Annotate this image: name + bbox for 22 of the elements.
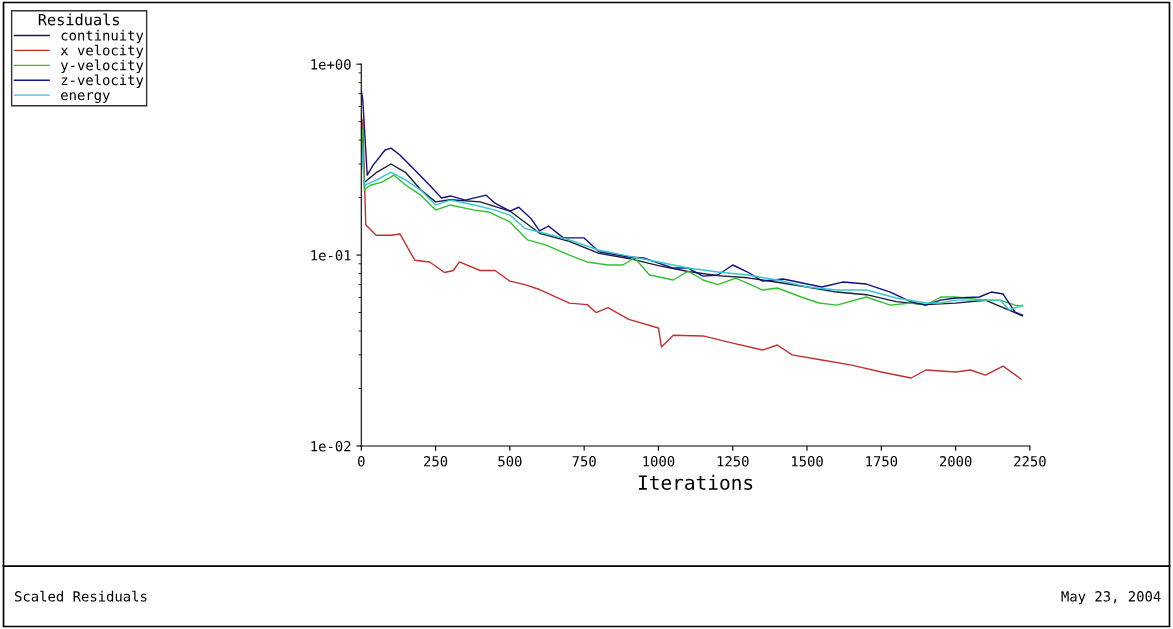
x-axis-title: Iterations — [638, 474, 753, 490]
text: Scaled Residuals — [15, 590, 147, 602]
legend-label: x velocity — [60, 44, 144, 59]
x-tick-label: 2000 — [939, 456, 972, 467]
x-tick-label: 250 — [424, 456, 448, 467]
legend-title: Residuals — [38, 13, 120, 26]
legend-label: y-velocity — [60, 59, 144, 74]
x-tick-label: 2250 — [1014, 456, 1046, 467]
y-tick-label: 1e-02 — [311, 440, 351, 452]
legend-label: continuity — [61, 29, 144, 44]
legend-label: z-velocity — [61, 74, 144, 88]
x-tick-label: 1500 — [791, 456, 823, 467]
x-tick-label: 1000 — [643, 456, 675, 467]
x-tick-label: 500 — [498, 456, 522, 467]
x-tick-label: 0 — [358, 456, 365, 467]
y-tick-label: 1e+00 — [311, 59, 351, 70]
text: May 23, 2004 — [1061, 591, 1161, 605]
x-tick-label: 1750 — [866, 456, 898, 467]
x-tick-label: 750 — [572, 456, 596, 467]
y-tick-label: 1e-01 — [311, 250, 351, 261]
legend-label: energy — [61, 92, 110, 103]
x-tick-label: 1250 — [717, 456, 749, 467]
